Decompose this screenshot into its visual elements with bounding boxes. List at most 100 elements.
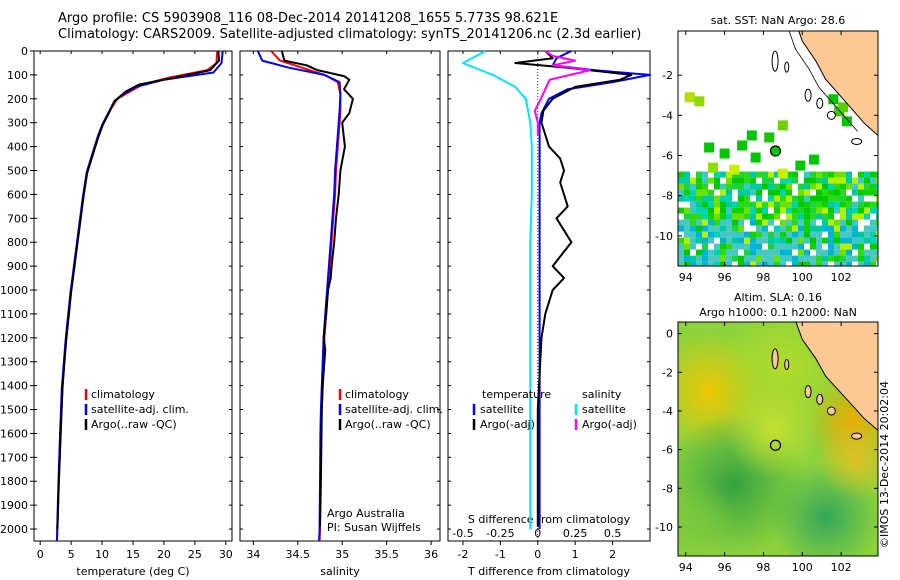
sst-pixel: [768, 183, 774, 190]
sst-pixel: [822, 261, 828, 266]
sst-pixel: [726, 243, 732, 250]
sst-pixel: [744, 195, 750, 202]
sst-pixel: [774, 261, 780, 266]
sst-pixel: [762, 219, 768, 226]
sst-pixel: [876, 171, 878, 178]
sst-pixel: [684, 249, 690, 256]
sst-pixel: [870, 237, 876, 244]
x-tick-label: 10: [95, 548, 109, 561]
sst-pixel: [750, 183, 756, 190]
sst-pixel: [846, 213, 852, 220]
sst-pixel: [810, 171, 816, 178]
sst-pixel: [726, 213, 732, 220]
sst-pixel: [750, 189, 756, 196]
sst-pixel: [684, 213, 690, 220]
depth-tick-label: 500: [7, 165, 28, 178]
sst-pixel: [720, 189, 726, 196]
sst-cell: [750, 152, 761, 163]
sst-pixel: [762, 183, 768, 190]
sst-pixel: [780, 261, 786, 266]
sst-pixel: [738, 195, 744, 202]
depth-tick-label: 1500: [0, 404, 28, 417]
sst-pixel: [726, 183, 732, 190]
map-x-tick-label: 96: [718, 561, 732, 574]
depth-tick-label: 400: [7, 141, 28, 154]
sst-pixel: [732, 207, 738, 214]
sst-pixel: [702, 219, 708, 226]
sst-pixel: [858, 237, 864, 244]
sst-pixel: [816, 171, 822, 178]
sst-pixel: [816, 255, 822, 262]
sst-pixel: [726, 171, 732, 178]
sst-pixel: [684, 225, 690, 232]
sst-pixel: [780, 189, 786, 196]
plot-frame: [239, 50, 441, 542]
sst-pixel: [678, 207, 684, 214]
coastline: [788, 31, 858, 132]
sst-pixel: [840, 261, 846, 266]
sst-cell: [737, 140, 748, 151]
x-tick-label: 5: [68, 548, 75, 561]
sst-pixel: [690, 243, 696, 250]
sst-pixel: [750, 249, 756, 256]
sst-pixel: [690, 255, 696, 262]
sst-cell: [777, 120, 788, 131]
sst-pixel: [816, 183, 822, 190]
sst-pixel: [744, 237, 750, 244]
series-line-3: [280, 50, 354, 527]
sst-pixel: [852, 189, 858, 196]
sst-pixel: [858, 243, 864, 250]
sst-pixel: [852, 225, 858, 232]
sst-pixel: [720, 207, 726, 214]
sst-pixel: [678, 171, 684, 178]
sst-cell: [841, 116, 852, 127]
sst-pixel: [786, 255, 792, 262]
sst-pixel: [750, 255, 756, 262]
land-sumatra: [798, 31, 878, 137]
sst-pixel: [696, 201, 702, 208]
sst-pixel: [720, 261, 726, 266]
sst-pixel: [744, 171, 750, 178]
sst-pixel: [840, 183, 846, 190]
sst-pixel: [696, 207, 702, 214]
sst-pixel: [774, 207, 780, 214]
sst-pixel: [858, 231, 864, 238]
sst-pixel: [732, 255, 738, 262]
sst-pixel: [870, 255, 876, 262]
sst-pixel: [708, 261, 714, 266]
sst-pixel: [756, 213, 762, 220]
sst-pixel: [780, 195, 786, 202]
sst-pixel: [876, 201, 878, 208]
sst-pixel: [696, 177, 702, 184]
sst-pixel: [798, 243, 804, 250]
sst-pixel: [696, 255, 702, 262]
island: [816, 97, 824, 109]
sst-pixel: [834, 243, 840, 250]
sst-pixel: [690, 261, 696, 266]
sst-pixel: [768, 261, 774, 266]
sst-pixel: [714, 231, 720, 238]
sst-pixel: [852, 231, 858, 238]
sst-pixel: [696, 249, 702, 256]
depth-tick-label: 1000: [0, 284, 28, 297]
sst-pixel: [690, 237, 696, 244]
map-x-tick-label: 100: [792, 561, 813, 574]
sst-pixel: [852, 207, 858, 214]
sst-pixel: [846, 207, 852, 214]
sst-pixel: [684, 261, 690, 266]
sst-cell: [795, 160, 806, 171]
sst-pixel: [798, 219, 804, 226]
sst-pixel: [804, 225, 810, 232]
land-sumatra: [795, 322, 878, 431]
sst-pixel: [876, 195, 878, 202]
sst-pixel: [846, 261, 852, 266]
sst-pixel: [822, 219, 828, 226]
sst-pixel: [810, 231, 816, 238]
map-x-tick-label: 102: [831, 271, 852, 284]
sst-pixel: [774, 231, 780, 238]
sst-pixel: [744, 207, 750, 214]
sst-pixel: [840, 225, 846, 232]
sst-pixel: [798, 189, 804, 196]
sst-pixel: [714, 171, 720, 178]
sst-pixel: [786, 249, 792, 256]
